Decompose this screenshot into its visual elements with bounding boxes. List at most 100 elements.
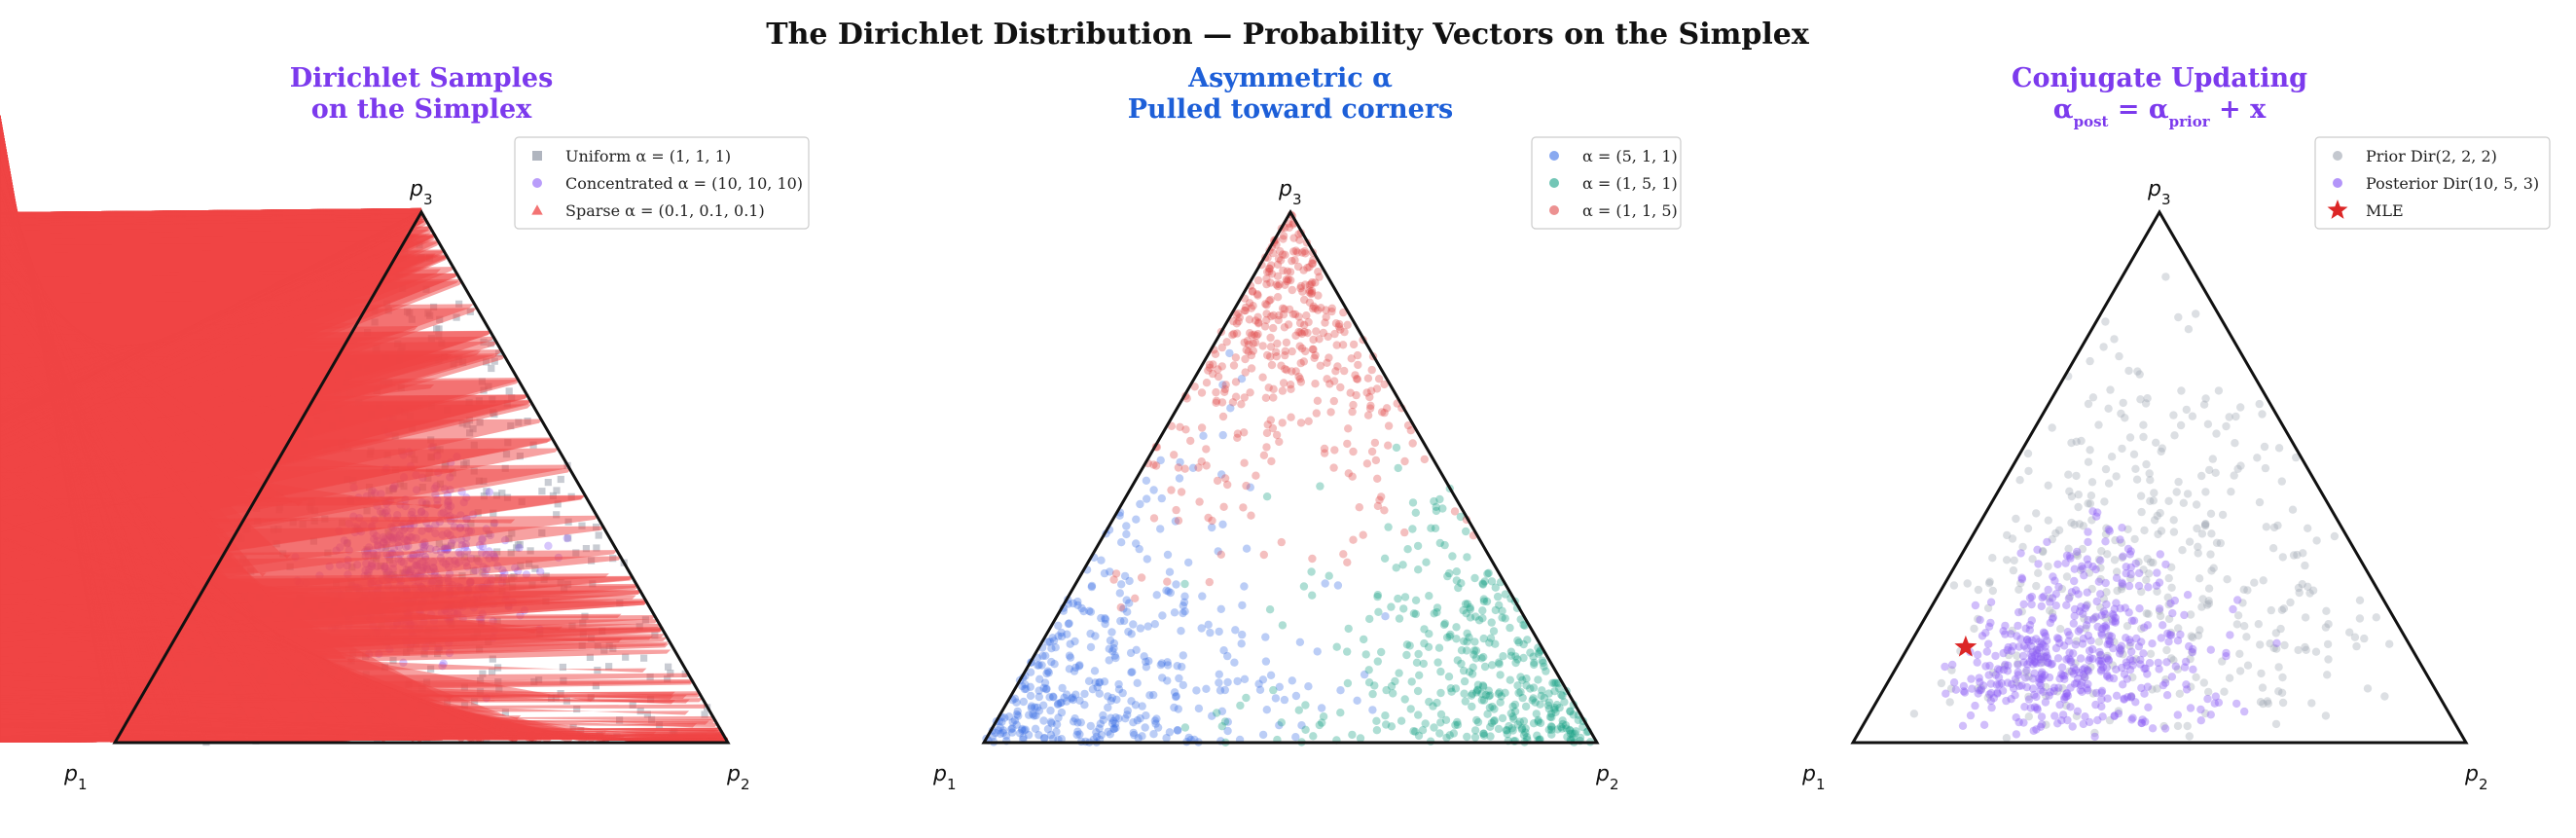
data-point — [1279, 310, 1288, 319]
data-point — [1022, 684, 1031, 693]
data-point — [2156, 550, 2164, 559]
data-point — [1391, 676, 1399, 686]
data-point — [2095, 602, 2105, 612]
data-point — [2144, 583, 2153, 592]
data-point — [2277, 688, 2287, 697]
data-point — [1025, 710, 1034, 719]
data-point — [1479, 682, 1488, 691]
data-point — [1229, 361, 1239, 370]
data-point — [1075, 661, 1084, 670]
panel-title-line: Asymmetric α — [1187, 63, 1393, 93]
data-point — [2148, 724, 2158, 733]
data-point — [1472, 688, 1481, 697]
legend-marker — [1549, 178, 1559, 188]
data-point — [1137, 573, 1146, 582]
data-point — [1530, 658, 1539, 668]
data-point — [1218, 430, 1227, 440]
data-point — [2164, 638, 2173, 646]
data-point — [1202, 461, 1211, 470]
data-point — [2264, 699, 2272, 708]
data-point — [1066, 639, 1074, 648]
data-point — [2080, 614, 2088, 623]
data-point — [1503, 726, 1511, 735]
data-point — [1557, 690, 1566, 700]
data-point — [1067, 694, 1076, 703]
data-point — [1265, 296, 1274, 306]
data-point — [553, 511, 561, 519]
data-point — [2231, 439, 2239, 448]
data-point — [1143, 494, 1151, 503]
data-point — [1301, 346, 1310, 356]
data-point — [1188, 463, 1198, 472]
data-point — [1534, 649, 1543, 658]
data-point — [1545, 712, 1555, 721]
data-point — [1122, 522, 1131, 530]
data-point — [1465, 668, 1474, 676]
data-point — [1506, 623, 1514, 633]
data-point — [1275, 310, 1284, 320]
data-point — [1076, 718, 1086, 727]
data-point — [2104, 656, 2114, 665]
data-point — [1951, 685, 1961, 694]
data-point — [2060, 672, 2069, 680]
data-point — [1967, 674, 1976, 683]
data-point — [1487, 718, 1497, 727]
data-point — [1054, 632, 1063, 640]
data-point — [2084, 528, 2092, 536]
data-point — [1330, 329, 1339, 339]
data-point — [1362, 459, 1372, 468]
legend-marker — [532, 151, 542, 161]
data-point — [2162, 658, 2171, 667]
data-point — [1269, 384, 1278, 393]
data-point — [1114, 679, 1123, 689]
data-point — [2091, 565, 2100, 574]
data-point — [1253, 330, 1262, 339]
data-point — [1122, 529, 1131, 539]
data-point — [2131, 559, 2140, 568]
data-point — [1305, 263, 1314, 272]
data-point — [2212, 429, 2221, 438]
data-point — [1970, 624, 1978, 634]
data-point — [2187, 632, 2195, 640]
data-point — [2192, 310, 2200, 318]
data-point — [2304, 582, 2312, 591]
data-point — [2126, 693, 2136, 702]
data-point — [2077, 654, 2086, 663]
data-point — [1377, 492, 1386, 501]
data-point — [2046, 618, 2054, 628]
data-point — [1277, 718, 1287, 727]
data-point — [2169, 516, 2178, 525]
data-point — [2256, 698, 2266, 707]
data-point — [2233, 464, 2242, 473]
data-point — [1001, 731, 1011, 741]
data-point — [1498, 713, 1507, 723]
data-point — [2096, 656, 2105, 665]
data-point — [1977, 684, 1986, 693]
data-point — [1572, 727, 1580, 736]
data-point — [1259, 451, 1269, 459]
data-point — [2152, 581, 2161, 590]
data-point — [1336, 383, 1345, 392]
data-point — [1569, 710, 1578, 719]
data-point — [2192, 500, 2201, 509]
data-point — [2129, 616, 2139, 625]
data-point — [1163, 661, 1173, 670]
data-point — [1489, 627, 1499, 636]
data-point — [455, 300, 463, 308]
data-point — [1981, 629, 1990, 638]
data-point — [1560, 698, 1569, 707]
data-point — [1232, 319, 1242, 328]
data-point — [2278, 673, 2287, 682]
data-point — [1463, 638, 1471, 646]
data-point — [1431, 524, 1440, 532]
data-point — [1287, 413, 1295, 421]
data-point — [2183, 591, 2193, 600]
data-point — [1949, 678, 1959, 687]
data-point — [2058, 710, 2068, 719]
data-point — [636, 708, 644, 715]
data-point — [1217, 722, 1227, 731]
data-point — [1056, 699, 1065, 708]
data-point — [1095, 678, 1104, 687]
data-point — [1291, 733, 1300, 742]
data-point — [1131, 594, 1140, 602]
